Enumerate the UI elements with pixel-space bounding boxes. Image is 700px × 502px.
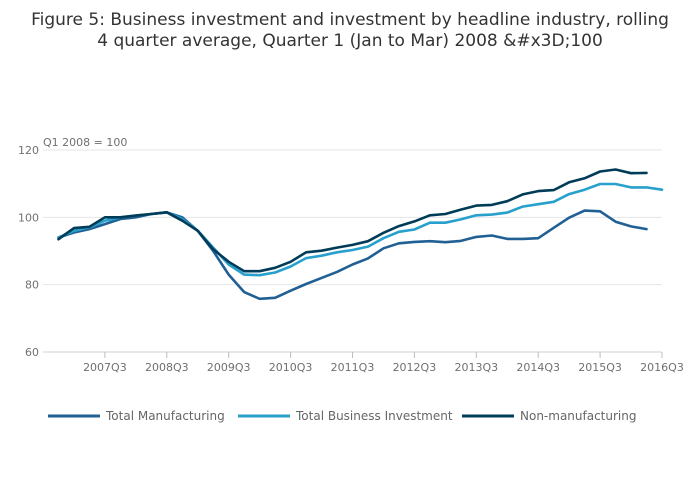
legend-label: Non-manufacturing [520, 409, 636, 423]
chart-title: Figure 5: Business investment and invest… [31, 10, 669, 51]
x-tick-label: 2009Q3 [207, 361, 251, 374]
legend[interactable]: Total Manufacturing Total Business Invest… [48, 409, 636, 423]
legend-item-total-business-investment[interactable]: Total Business Investment [238, 409, 453, 423]
series-line-total-manufacturing [57, 209, 648, 301]
x-tick-label: 2015Q3 [578, 361, 622, 374]
series-lines [57, 168, 664, 301]
x-tick-label: 2012Q3 [393, 361, 437, 374]
legend-label: Total Manufacturing [105, 409, 225, 423]
y-axis-ticks: 60 80 100 120 [18, 144, 39, 359]
x-tick-label: 2014Q3 [516, 361, 560, 374]
legend-item-total-manufacturing[interactable]: Total Manufacturing [48, 409, 225, 423]
series-line-non-manufacturing [57, 168, 648, 273]
x-tick-label: 2007Q3 [83, 361, 127, 374]
y-tick-label: 60 [25, 346, 39, 359]
x-tick-label: 2008Q3 [145, 361, 189, 374]
y-tick-label: 100 [18, 211, 39, 224]
y-tick-label: 120 [18, 144, 39, 157]
x-tick-label: 2016Q3 [640, 361, 684, 374]
title-line-2: 4 quarter average, Quarter 1 (Jan to Mar… [97, 31, 603, 51]
title-line-1: Figure 5: Business investment and invest… [31, 10, 669, 30]
x-tick-label: 2013Q3 [454, 361, 498, 374]
x-tick-label: 2010Q3 [269, 361, 313, 374]
x-axis-ticks: 2007Q3 2008Q3 2009Q3 2010Q3 2011Q3 2012Q3 2013… [83, 352, 684, 374]
x-tick-label: 2011Q3 [331, 361, 375, 374]
legend-item-non-manufacturing[interactable]: Non-manufacturing [462, 409, 636, 423]
legend-label: Total Business Investment [295, 409, 453, 423]
unit-label: Q1 2008 = 100 [43, 136, 127, 149]
y-tick-label: 80 [25, 279, 39, 292]
